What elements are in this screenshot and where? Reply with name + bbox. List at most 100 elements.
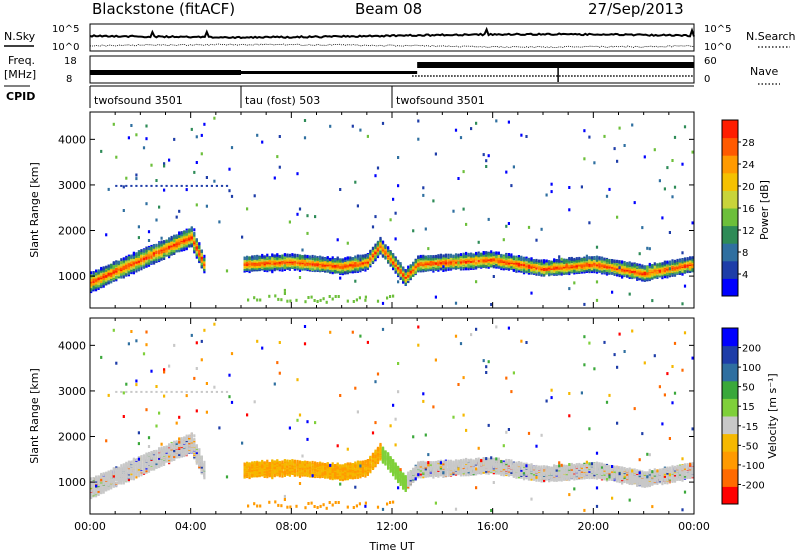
heatmap-cell	[115, 262, 117, 265]
heatmap-cell	[213, 180, 215, 183]
heatmap-cell	[463, 170, 465, 173]
heatmap-cell	[191, 128, 193, 131]
heatmap-cell	[108, 273, 110, 276]
heatmap-cell	[402, 267, 404, 270]
heatmap-cell	[530, 292, 532, 295]
heatmap-cell	[198, 242, 200, 245]
heatmap-cell	[304, 136, 306, 139]
freq-trace-segment	[241, 71, 417, 74]
heatmap-cell	[176, 234, 178, 237]
heatmap-cell	[301, 249, 303, 252]
heatmap-cell	[246, 256, 248, 259]
heatmap-cell	[407, 269, 409, 272]
heatmap-cell	[271, 253, 273, 256]
heatmap-cell	[425, 228, 427, 231]
heatmap-cell	[339, 277, 341, 280]
heatmap-cell	[382, 302, 384, 305]
heatmap-cell	[100, 150, 102, 153]
heatmap-cell	[203, 123, 205, 126]
heatmap-cell	[130, 255, 132, 258]
heatmap-cell	[143, 249, 145, 252]
heatmap-cell	[138, 225, 140, 228]
heatmap-cell	[503, 238, 505, 241]
heatmap-cell	[135, 252, 137, 255]
heatmap-cell	[115, 275, 117, 278]
heatmap-cell	[140, 267, 142, 270]
heatmap-cell	[417, 120, 419, 123]
noise-left-tick-bottom: 10^0	[52, 42, 79, 53]
heatmap-cell	[420, 255, 422, 258]
heatmap-cell	[186, 188, 188, 191]
heatmap-cell	[427, 255, 429, 258]
heatmap-cell	[108, 265, 110, 268]
heatmap-cell	[525, 135, 527, 138]
heatmap-cell	[93, 271, 95, 274]
freq-label-1: Freq.	[8, 54, 35, 67]
heatmap-cell	[397, 280, 399, 283]
heatmap-cell	[395, 212, 397, 215]
heatmap-cell	[150, 256, 152, 259]
heatmap-cell	[478, 241, 480, 244]
heatmap-cell	[123, 209, 125, 212]
heatmap-cell	[520, 256, 522, 259]
heatmap-cell	[405, 270, 407, 273]
noise-sky-label: N.Sky	[4, 30, 36, 43]
heatmap-cell	[470, 253, 472, 256]
heatmap-cell	[440, 267, 442, 270]
heatmap-cell	[342, 258, 344, 261]
heatmap-cell	[201, 134, 203, 137]
heatmap-cell	[173, 235, 175, 238]
heatmap-cell	[508, 253, 510, 256]
heatmap-cell	[374, 174, 376, 177]
heatmap-cell	[359, 255, 361, 258]
heatmap-cell	[538, 260, 540, 263]
heatmap-cell	[254, 255, 256, 258]
heatmap-cell	[125, 257, 127, 260]
heatmap-cell	[319, 265, 321, 268]
heatmap-cell	[155, 254, 157, 257]
heatmap-cell	[138, 252, 140, 255]
heatmap-cell	[120, 258, 122, 261]
heatmap-cell	[546, 262, 548, 265]
heatmap-cell	[244, 257, 246, 260]
heatmap-cell	[181, 231, 183, 234]
heatmap-cell	[465, 267, 467, 270]
freq-right-tick-bottom: 0	[704, 74, 710, 85]
heatmap-cell	[291, 253, 293, 256]
heatmap-cell	[281, 255, 283, 258]
heatmap-cell	[153, 244, 155, 247]
heatmap-cell	[465, 255, 467, 258]
heatmap-cell	[339, 188, 341, 191]
heatmap-cell	[299, 208, 301, 211]
cpid-segment-label: twofsound 3501	[396, 94, 485, 107]
heatmap-cell	[130, 124, 132, 127]
heatmap-cell	[513, 256, 515, 259]
heatmap-cell	[148, 247, 150, 250]
cpid-segment-label: tau (fost) 503	[245, 94, 320, 107]
freq-right-tick-top: 60	[704, 56, 717, 67]
heatmap-cell	[483, 251, 485, 254]
heatmap-cell	[500, 254, 502, 257]
heatmap-cell	[301, 255, 303, 258]
heatmap-cell	[357, 255, 359, 258]
heatmap-cell	[259, 256, 261, 259]
heatmap-cell	[347, 256, 349, 259]
heatmap-cell	[397, 261, 399, 264]
heatmap-cell	[206, 205, 208, 208]
heatmap-cell	[543, 259, 545, 262]
heatmap-cell	[241, 236, 243, 239]
heatmap-cell	[249, 257, 251, 260]
heatmap-cell	[354, 262, 356, 265]
heatmap-cell	[541, 259, 543, 262]
heatmap-cell	[390, 251, 392, 254]
heatmap-cell	[198, 250, 200, 253]
heatmap-cell	[201, 152, 203, 155]
heatmap-cell	[178, 235, 180, 238]
heatmap-cell	[392, 255, 394, 258]
heatmap-cell	[369, 250, 371, 253]
heatmap-cell	[528, 258, 530, 261]
heatmap-cell	[427, 265, 429, 268]
heatmap-cell	[279, 166, 281, 169]
heatmap-cell	[541, 228, 543, 231]
